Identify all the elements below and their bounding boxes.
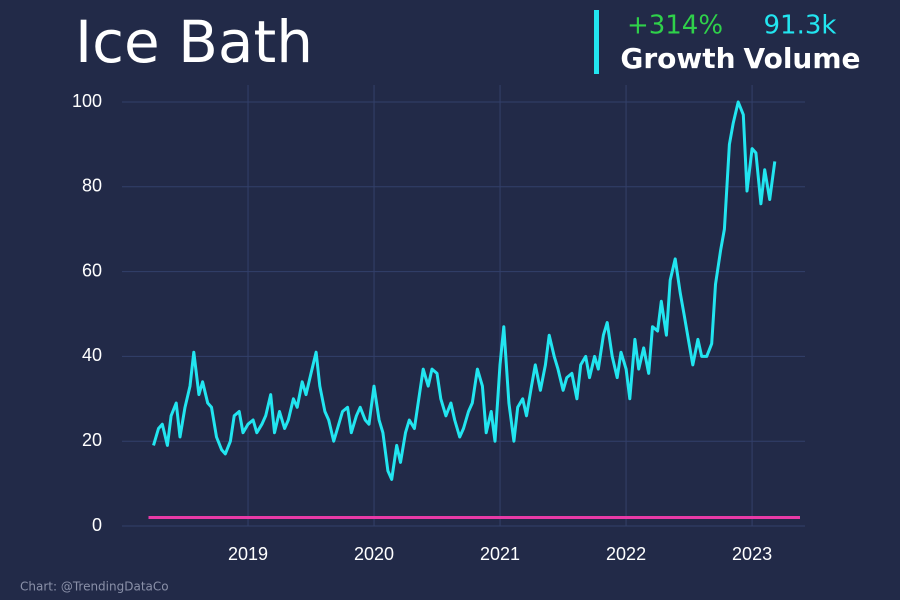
y-tick-label: 40 [82, 345, 102, 365]
y-tick-label: 60 [82, 260, 102, 280]
source: Chart: @TrendingDataCo [20, 580, 169, 594]
stat-value: +314% [627, 11, 723, 41]
stat-label: Volume [743, 42, 860, 75]
y-tick-label: 100 [72, 91, 102, 111]
x-tick-label: 2021 [480, 544, 520, 564]
x-tick-label: 2022 [606, 544, 646, 564]
divider [594, 10, 599, 74]
y-tick-label: 80 [82, 176, 102, 196]
y-tick-label: 20 [82, 430, 102, 450]
y-tick-label: 0 [92, 515, 102, 535]
x-tick-label: 2019 [228, 544, 268, 564]
series-line [152, 100, 777, 481]
x-tick-label: 2023 [732, 544, 772, 564]
chart-title: Ice Bath [75, 8, 313, 76]
stat-label: Growth [620, 42, 735, 75]
stat-value: 91.3k [764, 11, 837, 41]
x-tick-label: 2020 [354, 544, 394, 564]
